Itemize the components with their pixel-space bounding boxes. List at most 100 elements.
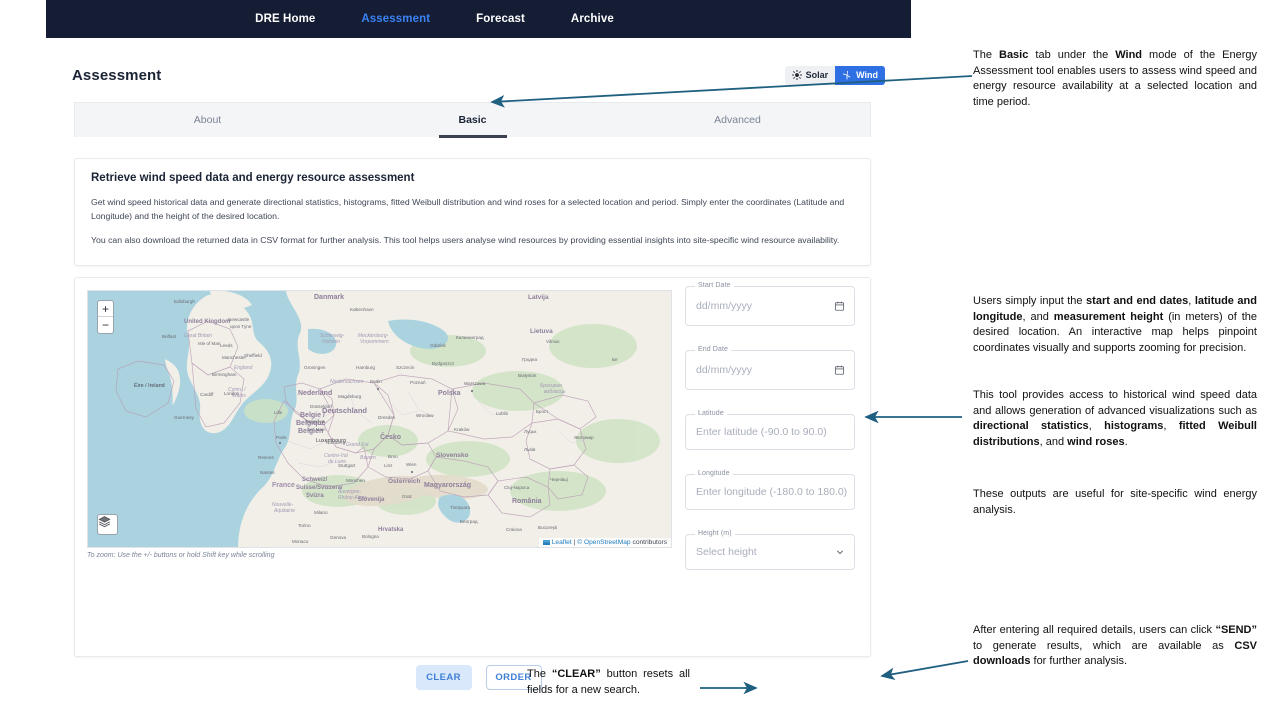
svg-text:Aquitaine: Aquitaine: [273, 508, 295, 514]
sun-icon: [791, 70, 802, 80]
svg-text:Great Britain: Great Britain: [184, 333, 212, 339]
leaflet-link[interactable]: Leaflet: [551, 539, 572, 546]
info-card-title: Retrieve wind speed data and energy reso…: [91, 172, 415, 184]
end-date-field: End Date dd/mm/yyyy: [685, 346, 860, 390]
map-layers-button[interactable]: [97, 514, 118, 535]
height-placeholder: Select height: [696, 546, 757, 558]
nav-link-dre-home[interactable]: DRE Home: [255, 13, 316, 25]
svg-text:Cluj-Napoca: Cluj-Napoca: [504, 485, 530, 490]
svg-text:Edinburgh: Edinburgh: [174, 299, 195, 304]
annotation-visualizations: This tool provides access to historical …: [973, 389, 1257, 448]
svg-text:Éire / Ireland: Éire / Ireland: [134, 382, 165, 389]
leaflet-map[interactable]: .lm { font-family:"Liberation Sans", san…: [87, 290, 672, 548]
input-form-column: Start Date dd/mm/yyyy End Date dd/mm/yyy…: [685, 282, 860, 594]
assessment-form-card: .lm { font-family:"Liberation Sans", san…: [74, 277, 871, 657]
wind-mode-label: Wind: [856, 69, 878, 80]
nav-link-archive[interactable]: Archive: [570, 13, 614, 25]
map-zoom-out-button[interactable]: −: [98, 317, 113, 333]
svg-text:Belgien: Belgien: [298, 428, 323, 435]
svg-text:Mecklenburg-: Mecklenburg-: [358, 333, 389, 339]
svg-text:Wrocław: Wrocław: [416, 413, 434, 418]
solar-mode-button[interactable]: Solar: [784, 65, 836, 85]
svg-text:România: România: [512, 498, 542, 505]
svg-text:Београд: Београд: [460, 519, 478, 524]
longitude-field: Longitude Enter longitude (-180.0 to 180…: [685, 470, 860, 510]
tab-advanced[interactable]: Advanced: [714, 114, 761, 126]
nav-link-forecast[interactable]: Forecast: [476, 13, 525, 25]
svg-text:Bydgoszcz: Bydgoszcz: [432, 361, 455, 366]
solar-mode-label: Solar: [805, 69, 829, 80]
svg-text:Düsseldorf: Düsseldorf: [310, 404, 333, 409]
page-header-row: Assessment Solar Wind: [46, 56, 911, 94]
wind-turbine-icon: [842, 70, 852, 80]
svg-text:Nürnberg: Nürnberg: [326, 440, 346, 445]
map-tiles: .lm { font-family:"Liberation Sans", san…: [88, 291, 671, 547]
latitude-input[interactable]: Latitude Enter latitude (-90.0 to 90.0): [685, 410, 855, 450]
clear-button[interactable]: CLEAR: [415, 665, 472, 690]
svg-text:Nantes: Nantes: [260, 470, 275, 475]
svg-text:Paris: Paris: [276, 435, 287, 440]
svg-text:Sheffield: Sheffield: [244, 353, 262, 358]
svg-text:Milano: Milano: [314, 510, 328, 515]
svg-text:Schweiz/: Schweiz/: [302, 477, 328, 483]
svg-text:Bucureşti: Bucureşti: [538, 525, 557, 530]
start-date-field: Start Date dd/mm/yyyy: [685, 282, 860, 326]
svg-text:Groningen: Groningen: [304, 365, 326, 370]
tab-strip: About Basic Advanced: [74, 102, 871, 137]
order-button[interactable]: ORDER: [485, 665, 542, 690]
info-card-paragraph-1: Get wind speed historical data and gener…: [91, 197, 845, 222]
height-field: Height (m) Select height: [685, 530, 860, 570]
svg-text:Wien: Wien: [406, 462, 417, 467]
tab-basic[interactable]: Basic: [340, 103, 605, 137]
svg-text:Polska: Polska: [438, 390, 461, 397]
longitude-label: Longitude: [695, 470, 733, 477]
svg-text:Lietuva: Lietuva: [530, 328, 553, 335]
svg-text:Hamburg: Hamburg: [356, 365, 375, 370]
height-select[interactable]: Height (m) Select height: [685, 530, 855, 570]
map-zoom-in-button[interactable]: +: [98, 301, 113, 317]
svg-text:København: København: [350, 307, 374, 312]
annotation-inputs: Users simply input the start and end dat…: [973, 295, 1257, 354]
svg-text:Slovensko: Slovensko: [436, 452, 469, 459]
leaflet-flag-icon: [542, 540, 550, 545]
calendar-icon[interactable]: [834, 301, 845, 312]
svg-text:Belfast: Belfast: [162, 334, 177, 339]
mode-toggle-group: Solar Wind: [784, 65, 885, 85]
attribution-separator: |: [573, 539, 576, 546]
end-date-input[interactable]: End Date dd/mm/yyyy: [685, 346, 855, 390]
svg-text:Belgie /: Belgie /: [300, 412, 325, 419]
start-date-label: Start Date: [695, 282, 734, 289]
svg-text:Niedersachsen: Niedersachsen: [330, 379, 364, 385]
map-zoom-hint: To zoom: Use the +/- buttons or hold Shi…: [87, 552, 275, 559]
svg-text:United Kingdom: United Kingdom: [184, 319, 230, 325]
info-card: Retrieve wind speed data and energy reso…: [74, 158, 871, 266]
openstreetmap-link[interactable]: © OpenStreetMap: [577, 539, 631, 546]
latitude-field: Latitude Enter latitude (-90.0 to 90.0): [685, 410, 860, 450]
svg-text:Centre-Val: Centre-Val: [324, 453, 349, 459]
svg-text:Cymru /: Cymru /: [228, 387, 246, 393]
page-title: Assessment: [72, 66, 162, 84]
height-label: Height (m): [695, 530, 735, 537]
longitude-input[interactable]: Longitude Enter longitude (-180.0 to 180…: [685, 470, 855, 510]
start-date-input[interactable]: Start Date dd/mm/yyyy: [685, 282, 855, 326]
nav-link-assessment[interactable]: Assessment: [361, 13, 431, 25]
svg-text:Бе: Бе: [612, 357, 618, 362]
longitude-placeholder: Enter longitude (-180.0 to 180.0): [696, 486, 848, 498]
tab-about[interactable]: About: [193, 114, 222, 126]
svg-text:Linz: Linz: [384, 463, 393, 468]
calendar-icon[interactable]: [834, 365, 845, 376]
svg-text:Danmark: Danmark: [314, 294, 344, 301]
map-zoom-control: + −: [97, 300, 114, 334]
svg-text:de Loire: de Loire: [328, 459, 346, 465]
svg-text:Timişoara: Timişoara: [450, 505, 470, 510]
svg-text:Auvergne-: Auvergne-: [337, 489, 361, 495]
svg-text:Berlin: Berlin: [370, 379, 382, 384]
svg-text:Nederland: Nederland: [298, 390, 332, 397]
wind-mode-button[interactable]: Wind: [835, 65, 885, 85]
svg-text:Nouvelle-: Nouvelle-: [272, 502, 293, 508]
application-window: DRE Home Assessment Forecast Archive Ass…: [46, 0, 911, 712]
chevron-down-icon[interactable]: [835, 547, 845, 557]
svg-text:Genova: Genova: [330, 535, 347, 540]
svg-text:Vilnius: Vilnius: [546, 339, 560, 344]
info-card-paragraph-2: You can also download the returned data …: [91, 235, 840, 246]
